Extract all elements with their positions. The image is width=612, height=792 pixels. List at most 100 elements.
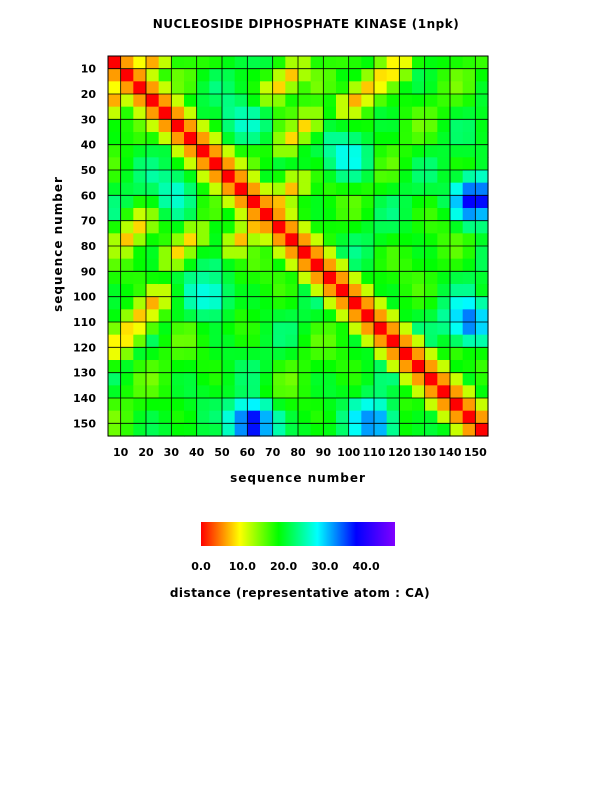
heatmap-cell <box>475 106 489 120</box>
heatmap-cell <box>450 258 464 272</box>
heatmap-cell <box>108 385 122 399</box>
heatmap-cell <box>475 94 489 108</box>
heatmap-cell <box>450 334 464 348</box>
heatmap-cell <box>374 220 388 234</box>
heatmap-cell <box>450 170 464 184</box>
heatmap-cell <box>424 233 438 247</box>
heatmap-cell <box>336 119 350 133</box>
heatmap-cell <box>158 195 172 209</box>
heatmap-cell <box>146 423 160 437</box>
heatmap-cell <box>462 157 476 171</box>
heatmap-cell <box>133 144 147 158</box>
heatmap-cell <box>272 220 286 234</box>
heatmap-cell <box>399 372 413 386</box>
heatmap-cell <box>272 322 286 336</box>
heatmap-cell <box>133 94 147 108</box>
heatmap-cell <box>234 170 248 184</box>
heatmap-cell <box>399 284 413 298</box>
heatmap-cell <box>196 334 210 348</box>
x-tick-label: 40 <box>189 446 205 459</box>
heatmap-cell <box>108 157 122 171</box>
heatmap-cell <box>348 233 362 247</box>
heatmap-cell <box>184 132 198 146</box>
heatmap-cell <box>424 157 438 171</box>
heatmap-cell <box>272 157 286 171</box>
heatmap-cell <box>336 322 350 336</box>
heatmap-cell <box>222 271 236 285</box>
x-axis-label: sequence number <box>230 471 366 485</box>
x-tick-labels: 10 20 30 40 50 60 70 80 90 100 110 120 130 140 150 <box>113 446 487 459</box>
heatmap-cell <box>336 195 350 209</box>
heatmap-cell <box>348 296 362 310</box>
heatmap-cell <box>412 170 426 184</box>
heatmap-cell <box>310 322 324 336</box>
heatmap-cell <box>348 56 362 70</box>
heatmap-cell <box>462 322 476 336</box>
heatmap-cell <box>323 385 337 399</box>
heatmap-cell <box>133 322 147 336</box>
heatmap-cell <box>462 233 476 247</box>
heatmap-cell <box>323 220 337 234</box>
heatmap-cell <box>462 208 476 222</box>
heatmap-cell <box>386 68 400 82</box>
heatmap-cell <box>171 182 185 196</box>
heatmap-cell <box>298 271 312 285</box>
heatmap-cell <box>247 296 261 310</box>
heatmap-cell <box>222 56 236 70</box>
heatmap-cell <box>260 68 274 82</box>
heatmap-cell <box>361 81 375 95</box>
heatmap-cell <box>146 296 160 310</box>
heatmap-cell <box>108 410 122 424</box>
heatmap-cell <box>209 334 223 348</box>
heatmap-cell <box>475 360 489 374</box>
heatmap-cell <box>437 322 451 336</box>
heatmap-cell <box>247 94 261 108</box>
heatmap-cell <box>184 271 198 285</box>
heatmap-cell <box>247 132 261 146</box>
heatmap-cell <box>399 119 413 133</box>
heatmap-cell <box>386 410 400 424</box>
heatmap-cell <box>412 246 426 260</box>
heatmap-cell <box>386 220 400 234</box>
heatmap-cell <box>171 385 185 399</box>
heatmap-cell <box>298 334 312 348</box>
heatmap-cell <box>412 233 426 247</box>
heatmap-cell <box>158 322 172 336</box>
heatmap-cell <box>336 372 350 386</box>
heatmap-cell <box>120 246 134 260</box>
heatmap-cell <box>209 309 223 323</box>
heatmap-cell <box>437 271 451 285</box>
heatmap-cell <box>234 94 248 108</box>
y-tick-label: 30 <box>81 113 97 126</box>
heatmap-cell <box>450 68 464 82</box>
heatmap-cell <box>374 170 388 184</box>
heatmap-cell <box>386 132 400 146</box>
heatmap-cell <box>437 81 451 95</box>
heatmap-cell <box>222 81 236 95</box>
heatmap-cell <box>196 347 210 361</box>
heatmap-cell <box>285 81 299 95</box>
heatmap-cell <box>437 157 451 171</box>
heatmap-cell <box>209 258 223 272</box>
heatmap-cell <box>158 334 172 348</box>
heatmap-cell <box>412 347 426 361</box>
heatmap-cell <box>196 398 210 412</box>
heatmap-cell <box>196 56 210 70</box>
heatmap-cell <box>424 258 438 272</box>
heatmap-cell <box>222 246 236 260</box>
heatmap-cell <box>437 410 451 424</box>
heatmap-cell <box>462 182 476 196</box>
heatmap-cell <box>386 106 400 120</box>
heatmap-cell <box>399 398 413 412</box>
heatmap-cell <box>374 182 388 196</box>
heatmap-cell <box>386 334 400 348</box>
heatmap-cell <box>399 360 413 374</box>
heatmap-cell <box>209 157 223 171</box>
heatmap-cell <box>272 182 286 196</box>
heatmap-cell <box>374 385 388 399</box>
heatmap-cell <box>234 309 248 323</box>
heatmap-cell <box>120 233 134 247</box>
x-tick-label: 120 <box>388 446 411 459</box>
heatmap-cell <box>399 347 413 361</box>
heatmap-cell <box>310 220 324 234</box>
